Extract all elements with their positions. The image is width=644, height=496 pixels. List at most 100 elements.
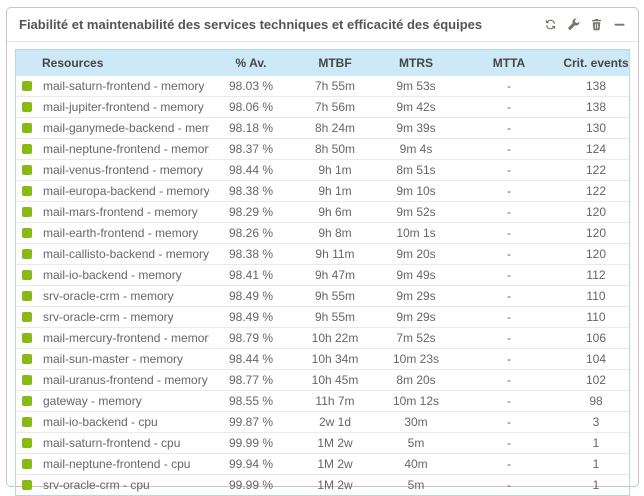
widget-header: Fiabilité et maintenabilité des services… <box>7 8 638 42</box>
status-ok-icon <box>22 143 32 154</box>
resource-name: mail-venus-frontend - memory <box>43 163 204 177</box>
mtbf-cell: 9h 1m <box>318 163 352 177</box>
table-row[interactable]: gateway - memory 98.55 % 11h 7m 10m 12s - 98 <box>16 390 629 412</box>
column-header-mtta[interactable]: MTTA <box>455 50 563 76</box>
resource-name: srv-oracle-crm - memory <box>43 310 174 324</box>
resource-name: mail-saturn-frontend - cpu <box>43 436 181 450</box>
crit-cell: 3 <box>592 415 600 429</box>
refresh-icon[interactable] <box>543 18 557 32</box>
table-row[interactable]: mail-mars-frontend - memory 98.29 % 9h 6m 9… <box>16 201 629 223</box>
resource-cell: mail-mars-frontend - memory <box>16 202 209 223</box>
table-row[interactable]: mail-venus-frontend - memory 98.44 % 9h 1m… <box>16 159 629 181</box>
mtta-cell: - <box>507 247 511 261</box>
status-ok-icon <box>22 479 32 490</box>
av-cell: 98.38 % <box>228 247 274 261</box>
table-row[interactable]: srv-oracle-crm - cpu 99.99 % 1M 2w 5m - 1 <box>16 474 629 496</box>
crit-cell: 98 <box>589 394 603 408</box>
resource-name: srv-oracle-crm - cpu <box>43 478 150 492</box>
av-cell: 98.06 % <box>228 100 274 114</box>
table-row[interactable]: mail-callisto-backend - memory 98.38 % 9h … <box>16 243 629 265</box>
table-header: Resources% Av. MTBF MTRS MTTA Crit. events <box>16 50 629 76</box>
status-ok-icon <box>22 164 32 175</box>
table-row[interactable]: mail-mercury-frontend - memory 98.79 % 10h… <box>16 327 629 349</box>
mtbf-cell: 2w 1d <box>318 415 352 429</box>
column-header-mtbf[interactable]: MTBF <box>293 50 377 76</box>
column-header-av[interactable]: % Av. <box>209 50 293 76</box>
status-ok-icon <box>22 269 32 280</box>
mtrs-cell: 9m 52s <box>396 205 436 219</box>
status-ok-icon <box>22 374 32 385</box>
resource-name: mail-uranus-frontend - memory <box>43 373 208 387</box>
av-cell: 98.18 % <box>228 121 274 135</box>
mtta-cell: - <box>507 457 511 471</box>
mtbf-cell: 9h 6m <box>318 205 352 219</box>
table-row[interactable]: mail-io-backend - memory 98.41 % 9h 47m 9m … <box>16 264 629 286</box>
mtrs-cell: 5m <box>407 436 425 450</box>
wrench-icon[interactable] <box>566 18 580 32</box>
table-row[interactable]: mail-europa-backend - memory 98.38 % 9h 1m… <box>16 180 629 202</box>
av-cell: 98.49 % <box>228 289 274 303</box>
mtrs-cell: 8m 20s <box>396 373 436 387</box>
table-row[interactable]: mail-sun-master - memory 98.44 % 10h 34m 10… <box>16 348 629 370</box>
mtta-cell: - <box>507 289 511 303</box>
resource-name: mail-jupiter-frontend - memory <box>43 100 204 114</box>
table-row[interactable]: mail-saturn-frontend - memory 98.03 % 7h 5… <box>16 76 629 97</box>
mtta-cell: - <box>507 268 511 282</box>
mtrs-cell: 5m <box>407 478 425 492</box>
column-header-res[interactable]: Resources <box>16 50 209 76</box>
resource-cell: mail-uranus-frontend - memory <box>16 370 209 391</box>
report-table: Resources% Av. MTBF MTRS MTTA Crit. events m… <box>16 50 629 495</box>
av-cell: 99.99 % <box>228 436 274 450</box>
widget-title: Fiabilité et maintenabilité des services… <box>19 17 483 32</box>
av-cell: 99.94 % <box>228 457 274 471</box>
mtta-cell: - <box>507 436 511 450</box>
mtrs-cell: 10m 12s <box>392 394 440 408</box>
trash-icon[interactable] <box>589 18 603 32</box>
resource-cell: mail-europa-backend - memory <box>16 181 209 202</box>
mtta-cell: - <box>507 415 511 429</box>
table-row[interactable]: srv-oracle-crm - memory 98.49 % 9h 55m 9m 2… <box>16 285 629 307</box>
status-ok-icon <box>22 206 32 217</box>
resource-name: mail-mars-frontend - memory <box>43 205 198 219</box>
mtbf-cell: 10h 45m <box>311 373 359 387</box>
resource-name: mail-saturn-frontend - memory <box>43 79 205 93</box>
status-ok-icon <box>22 332 32 343</box>
av-cell: 98.38 % <box>228 184 274 198</box>
table-row[interactable]: mail-jupiter-frontend - memory 98.06 % 7h … <box>16 96 629 118</box>
mtta-cell: - <box>507 226 511 240</box>
table-row[interactable]: mail-saturn-frontend - cpu 99.99 % 1M 2w 5m… <box>16 432 629 454</box>
table-row[interactable]: mail-neptune-frontend - cpu 99.94 % 1M 2w 4… <box>16 453 629 475</box>
crit-cell: 104 <box>585 352 607 366</box>
mtta-cell: - <box>507 373 511 387</box>
av-cell: 99.87 % <box>228 415 274 429</box>
mtrs-cell: 9m 10s <box>396 184 436 198</box>
mtta-cell: - <box>507 205 511 219</box>
table-row[interactable]: mail-earth-frontend - memory 98.26 % 9h 8m… <box>16 222 629 244</box>
crit-cell: 122 <box>585 163 607 177</box>
collapse-icon[interactable] <box>612 18 626 32</box>
table-row[interactable]: mail-uranus-frontend - memory 98.77 % 10h … <box>16 369 629 391</box>
table-row[interactable]: srv-oracle-crm - memory 98.49 % 9h 55m 9m 2… <box>16 306 629 328</box>
mtrs-cell: 10m 1s <box>396 226 436 240</box>
table-row[interactable]: mail-io-backend - cpu 99.87 % 2w 1d 30m - 3 <box>16 411 629 433</box>
mtbf-cell: 8h 50m <box>314 142 356 156</box>
mtrs-cell: 9m 53s <box>396 79 436 93</box>
status-ok-icon <box>22 437 32 448</box>
column-header-crit[interactable]: Crit. events <box>563 50 629 76</box>
mtrs-cell: 30m <box>404 415 428 429</box>
crit-cell: 122 <box>585 184 607 198</box>
crit-cell: 138 <box>585 79 607 93</box>
mtbf-cell: 9h 1m <box>318 184 352 198</box>
table-row[interactable]: mail-neptune-frontend - memory 98.37 % 8h … <box>16 138 629 160</box>
mtbf-cell: 9h 55m <box>314 310 356 324</box>
mtbf-cell: 9h 55m <box>314 289 356 303</box>
crit-cell: 120 <box>585 247 607 261</box>
table-row[interactable]: mail-ganymede-backend - memory 98.18 % 8h … <box>16 117 629 139</box>
column-header-mtrs[interactable]: MTRS <box>377 50 455 76</box>
status-ok-icon <box>22 311 32 322</box>
resource-cell: srv-oracle-crm - cpu <box>16 475 209 496</box>
resource-cell: mail-neptune-frontend - memory <box>16 139 209 160</box>
resource-name: mail-europa-backend - memory <box>43 184 209 198</box>
resource-cell: mail-jupiter-frontend - memory <box>16 97 209 118</box>
crit-cell: 110 <box>586 310 606 324</box>
